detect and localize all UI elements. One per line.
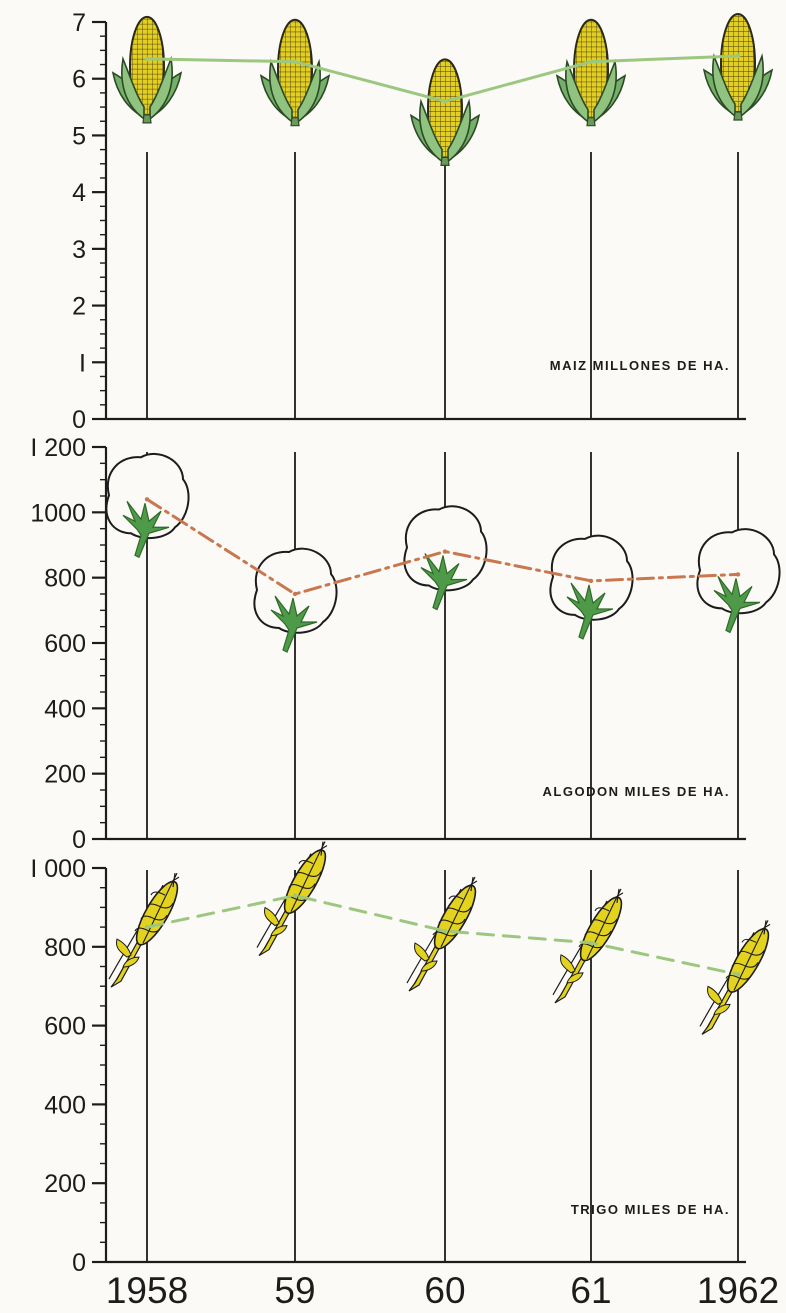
corn-cob-marker-4 <box>703 13 773 122</box>
ytick-label-maiz-5: 5 <box>72 122 86 150</box>
ytick-label-algodon-5: 1000 <box>30 499 86 527</box>
data-point-algodon-2 <box>442 549 448 554</box>
ytick-label-trigo-1: 200 <box>44 1170 86 1198</box>
corn-cob-marker-0 <box>112 15 182 124</box>
data-point-maiz-3 <box>588 59 594 64</box>
ytick-label-algodon-0: 0 <box>72 826 86 854</box>
data-point-trigo-3 <box>588 940 594 946</box>
data-point-maiz-0 <box>144 56 150 62</box>
ytick-label-maiz-4: 4 <box>72 179 86 207</box>
data-point-algodon-1 <box>292 591 298 597</box>
ytick-label-trigo-3: 600 <box>44 1013 86 1041</box>
corn-cob-marker-3 <box>556 18 626 127</box>
data-point-algodon-3 <box>588 578 594 584</box>
ytick-label-algodon-2: 400 <box>44 695 86 723</box>
corn-cob-marker-1 <box>260 18 330 127</box>
data-point-maiz-4 <box>735 53 741 59</box>
x-label-2: 60 <box>424 1270 465 1311</box>
data-point-trigo-1 <box>292 893 298 898</box>
x-label-4: 1962 <box>697 1270 779 1311</box>
data-point-algodon-0 <box>144 497 150 502</box>
ytick-label-trigo-2: 400 <box>44 1091 86 1119</box>
data-point-trigo-4 <box>735 972 741 977</box>
data-point-maiz-1 <box>292 59 298 64</box>
ytick-label-algodon-6: I 200 <box>30 434 86 462</box>
data-point-maiz-2 <box>442 99 448 104</box>
data-point-algodon-4 <box>735 572 741 577</box>
panel-label-maiz: MAIZ MILLONES DE HA. <box>550 358 730 373</box>
ytick-label-maiz-6: 6 <box>72 66 86 94</box>
ytick-label-maiz-0: 0 <box>72 406 86 434</box>
ytick-label-maiz-3: 3 <box>72 236 86 264</box>
ytick-label-trigo-5: I 000 <box>30 855 86 883</box>
data-point-trigo-2 <box>442 928 448 934</box>
panel-label-algodon: ALGODON MILES DE HA. <box>543 784 730 799</box>
panel-label-trigo: TRIGO MILES DE HA. <box>571 1202 730 1217</box>
corn-cob-marker-2 <box>410 58 480 167</box>
ytick-label-maiz-7: 7 <box>72 9 86 37</box>
panel-maiz: 0 I 2 3 4 5 6 7 MAIZ MILLONES DE HA. <box>72 9 773 434</box>
ytick-label-trigo-4: 800 <box>44 934 86 962</box>
ytick-label-maiz-2: 2 <box>72 293 86 321</box>
ytick-label-maiz-1: I <box>79 349 86 377</box>
ytick-label-algodon-4: 800 <box>44 565 86 593</box>
ytick-label-algodon-3: 600 <box>44 630 86 658</box>
ytick-label-trigo-0: 0 <box>72 1249 86 1277</box>
series-line-trigo <box>145 894 740 976</box>
x-label-1: 59 <box>274 1270 315 1311</box>
x-label-0: 1958 <box>106 1270 188 1311</box>
ytick-label-algodon-1: 200 <box>44 761 86 789</box>
data-point-trigo-0 <box>144 924 150 930</box>
panel-trigo: 0 200 400 600 800 I 000 TRIGO MILES DE HA. <box>30 840 777 1277</box>
x-label-3: 61 <box>570 1270 611 1311</box>
panel-algodon: 0 200 400 600 800 1000 I 200 ALGODON MILES DE H… <box>30 434 781 854</box>
